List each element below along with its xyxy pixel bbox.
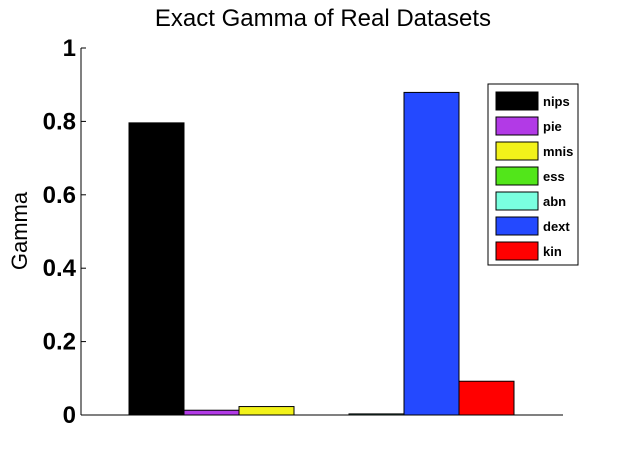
y-tick-label: 0.2: [43, 329, 76, 356]
chart-title: Exact Gamma of Real Datasets: [155, 5, 491, 32]
bar-abn: [348, 413, 405, 416]
legend-label-mnis: mnis: [543, 144, 573, 159]
legend-swatch-abn: [495, 191, 539, 211]
y-axis-ticks: 0 0.2 0.4 0.6 0.8 1: [43, 35, 86, 429]
legend-swatch-dext: [495, 216, 539, 236]
legend-label-ess: ess: [543, 169, 565, 184]
legend-label-abn: abn: [543, 194, 566, 209]
legend-label-dext: dext: [543, 219, 570, 234]
legend-swatch-ess: [495, 166, 539, 186]
legend-items: nips pie mnis ess abn dext kin: [495, 91, 573, 261]
legend-swatch-kin: [495, 241, 539, 261]
legend-swatch-mnis: [495, 141, 539, 161]
y-axis-label: Gamma: [7, 191, 32, 270]
bar-mnis: [238, 406, 295, 416]
y-tick-label: 0.8: [43, 108, 76, 135]
legend-swatch-nips: [495, 91, 539, 111]
legend-label-kin: kin: [543, 244, 562, 259]
bar-nips: [128, 122, 185, 416]
y-tick-label: 0: [63, 402, 76, 429]
y-tick-label: 0.4: [43, 255, 77, 282]
bar-pie: [183, 409, 240, 416]
legend: nips pie mnis ess abn dext kin: [487, 83, 579, 266]
y-tick-label: 0.6: [43, 182, 76, 209]
legend-label-pie: pie: [543, 119, 562, 134]
y-tick-label: 1: [63, 35, 76, 62]
bar-dext: [403, 91, 460, 416]
legend-label-nips: nips: [543, 94, 570, 109]
bar-kin: [458, 380, 515, 416]
legend-swatch-pie: [495, 116, 539, 136]
bars: [128, 91, 515, 416]
